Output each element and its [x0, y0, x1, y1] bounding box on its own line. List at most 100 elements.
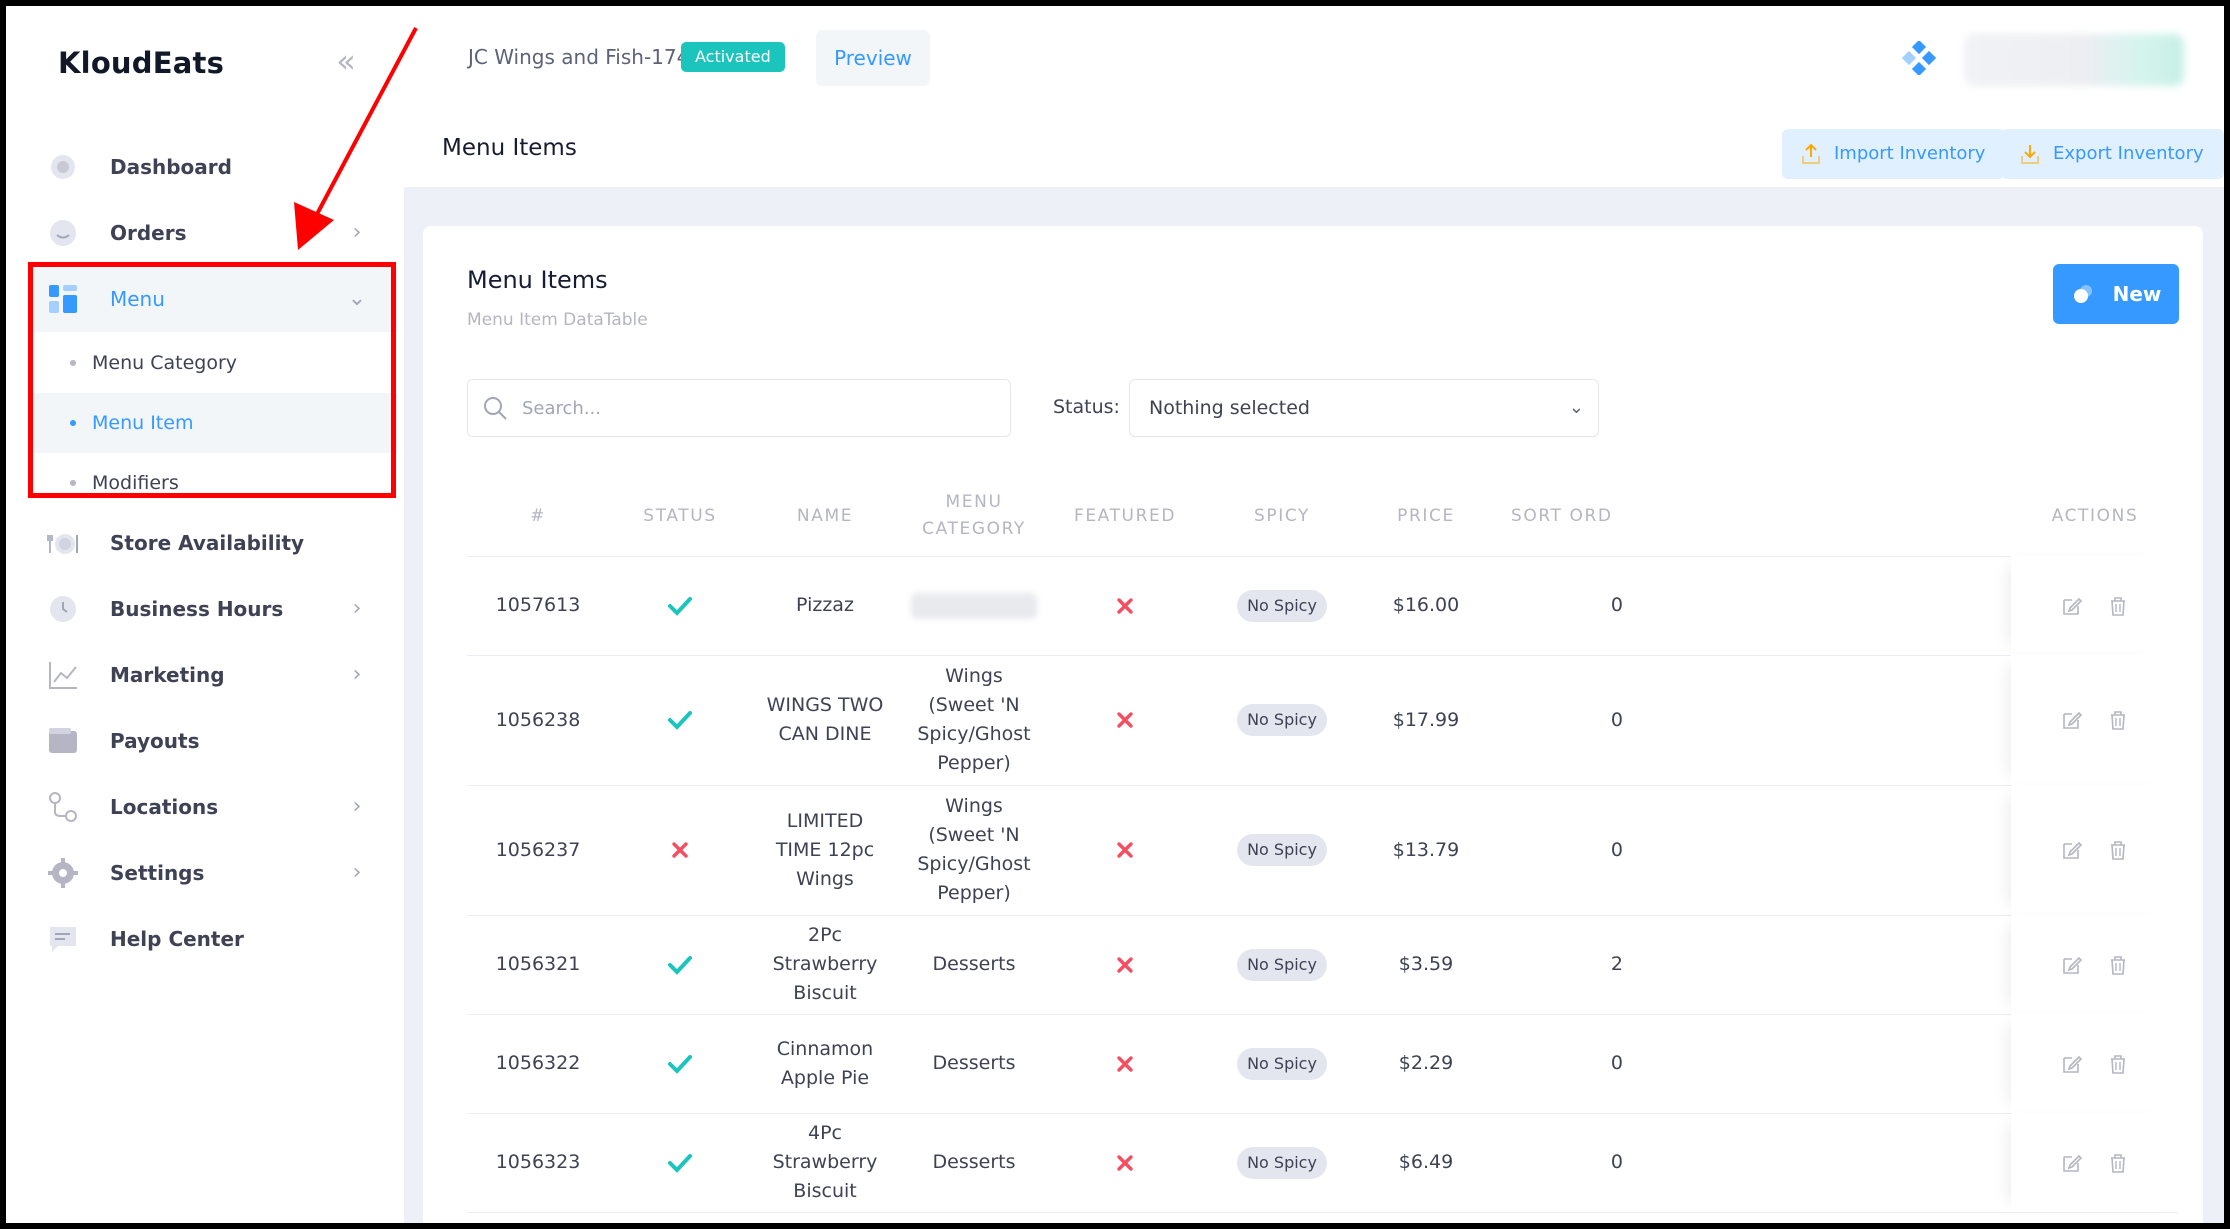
table-row[interactable]: 1056322 Cinnamon Apple Pie Desserts No Spic… — [467, 1014, 2179, 1114]
sidebar-subitem-label: Menu Category — [92, 352, 237, 374]
spicy-badge: No Spicy — [1237, 834, 1327, 866]
status-filter-select[interactable]: Nothing selected ⌄ — [1129, 379, 1599, 437]
row-actions — [2011, 556, 2179, 655]
chevron-right-icon: › — [352, 596, 362, 621]
chart-icon — [49, 662, 77, 689]
search-icon — [484, 397, 507, 420]
download-icon — [2021, 145, 2039, 164]
cross-icon — [1117, 956, 1133, 973]
sidebar-item-label: Payouts — [110, 729, 200, 753]
spicy-badge: No Spicy — [1237, 1146, 1327, 1179]
cross-icon — [1117, 712, 1133, 728]
chevron-down-icon: ⌄ — [347, 286, 367, 311]
edit-icon[interactable] — [2061, 839, 2083, 861]
clock-icon — [50, 596, 76, 622]
edit-icon[interactable] — [2061, 954, 2083, 976]
toggle-icon — [2073, 285, 2092, 303]
trash-icon[interactable] — [2107, 1152, 2129, 1174]
search-input[interactable] — [520, 396, 984, 420]
sidebar-item-help-center[interactable]: Help Center — [28, 906, 398, 972]
check-icon — [668, 1153, 692, 1173]
cross-icon — [1117, 597, 1133, 614]
row-price: $13.79 — [1392, 838, 1460, 861]
table-row[interactable]: 1056238 WINGS TWO CAN DINE Wings (Sweet 'N… — [467, 655, 2179, 786]
sidebar-item-business-hours[interactable]: Business Hours › — [28, 576, 398, 642]
edit-icon[interactable] — [2061, 709, 2083, 731]
status-filter-value: Nothing selected — [1149, 397, 1310, 419]
trash-icon[interactable] — [2107, 595, 2129, 617]
column-header[interactable]: NAME — [796, 505, 854, 526]
collapse-sidebar-icon[interactable]: « — [336, 42, 356, 80]
row-name: WINGS TWO CAN DINE — [766, 694, 884, 745]
sidebar-item-settings[interactable]: Settings › — [28, 840, 398, 906]
trash-icon[interactable] — [2107, 839, 2129, 861]
sidebar-subitem-menu-item[interactable]: Menu Item — [28, 393, 398, 453]
orders-icon — [50, 220, 76, 246]
row-category — [911, 556, 1037, 655]
gear-icon — [48, 858, 78, 888]
row-price: $3.59 — [1398, 953, 1454, 975]
column-header[interactable]: FEATURED — [1073, 505, 1177, 526]
sidebar-item-marketing[interactable]: Marketing › — [28, 642, 398, 708]
sidebar-item-locations[interactable]: Locations › — [28, 774, 398, 840]
user-profile[interactable] — [1964, 34, 2184, 86]
bullet-icon — [70, 420, 76, 426]
column-header[interactable]: STATUS — [643, 505, 717, 526]
sidebar-item-store-availability[interactable]: Store Availability — [28, 510, 398, 576]
edit-icon[interactable] — [2061, 1053, 2083, 1075]
row-spicy: No Spicy — [1201, 556, 1363, 655]
row-id: 1056323 — [495, 1151, 581, 1173]
row-status — [609, 655, 751, 785]
row-featured — [1049, 1113, 1201, 1212]
sidebar-item-menu[interactable]: Menu ⌄ — [28, 266, 398, 332]
row-status — [609, 1113, 751, 1212]
locations-icon — [49, 792, 77, 822]
table-row[interactable]: 1056237 LIMITED TIME 12pc Wings Wings (Swe… — [467, 785, 2179, 916]
row-sort-order: 0 — [1610, 1151, 1623, 1173]
trash-icon[interactable] — [2107, 1053, 2129, 1075]
table-row[interactable]: 1056323 4Pc Strawberry Biscuit Desserts No … — [467, 1113, 2179, 1213]
sidebar-subitem-modifiers[interactable]: Modifiers — [28, 453, 398, 513]
sidebar-item-label: Settings — [110, 861, 205, 885]
table-row[interactable]: 1057613 Pizzaz No Spicy $16.00 0 — [467, 556, 2179, 656]
cross-icon — [672, 842, 688, 858]
export-inventory-button[interactable]: Export Inventory — [2001, 129, 2224, 179]
trash-icon[interactable] — [2107, 954, 2129, 976]
row-sort-order: 0 — [1610, 594, 1623, 616]
row-category: Desserts — [932, 1151, 1016, 1173]
cross-icon — [1117, 842, 1133, 858]
row-sort-order: 2 — [1610, 953, 1623, 975]
sidebar-item-payouts[interactable]: Payouts — [28, 708, 398, 774]
sidebar-subitem-menu-category[interactable]: Menu Category — [28, 333, 398, 393]
column-header[interactable]: SPICY — [1253, 505, 1310, 526]
sidebar-item-dashboard[interactable]: Dashboard — [28, 134, 398, 200]
row-name: Cinnamon Apple Pie — [776, 1037, 874, 1089]
column-header[interactable]: PRICE — [1397, 505, 1455, 526]
spicy-badge: No Spicy — [1237, 1047, 1327, 1080]
export-inventory-label: Export Inventory — [2053, 143, 2204, 164]
row-name: 2Pc Strawberry Biscuit — [772, 924, 878, 1004]
trash-icon[interactable] — [2107, 709, 2129, 731]
column-header[interactable]: SORT ORD — [1511, 505, 1613, 526]
row-spicy: No Spicy — [1201, 655, 1363, 785]
table-row[interactable]: 1056321 2Pc Strawberry Biscuit Desserts No … — [467, 915, 2179, 1015]
sidebar-item-label: Marketing — [110, 663, 225, 687]
row-sort-order: 0 — [1610, 708, 1623, 731]
column-header[interactable]: # — [530, 505, 546, 526]
edit-icon[interactable] — [2061, 595, 2083, 617]
row-status — [609, 785, 751, 915]
check-icon — [668, 955, 692, 975]
card-subtitle: Menu Item DataTable — [467, 310, 648, 330]
preview-button[interactable]: Preview — [816, 30, 930, 86]
sidebar-item-orders[interactable]: Orders › — [28, 200, 398, 266]
search-box[interactable] — [467, 379, 1011, 437]
edit-icon[interactable] — [2061, 1152, 2083, 1174]
sidebar-item-label: Business Hours — [110, 597, 284, 621]
new-item-button[interactable]: New — [2053, 264, 2179, 324]
menu-icon — [49, 285, 77, 313]
column-header[interactable]: MENU CATEGORY — [922, 492, 1026, 539]
import-inventory-button[interactable]: Import Inventory — [1782, 129, 2006, 179]
page-title: Menu Items — [442, 135, 577, 161]
table-header: # STATUS NAME MENU CATEGORY FEATURED SPICY PRI… — [467, 476, 2179, 557]
bullet-icon — [70, 360, 76, 366]
